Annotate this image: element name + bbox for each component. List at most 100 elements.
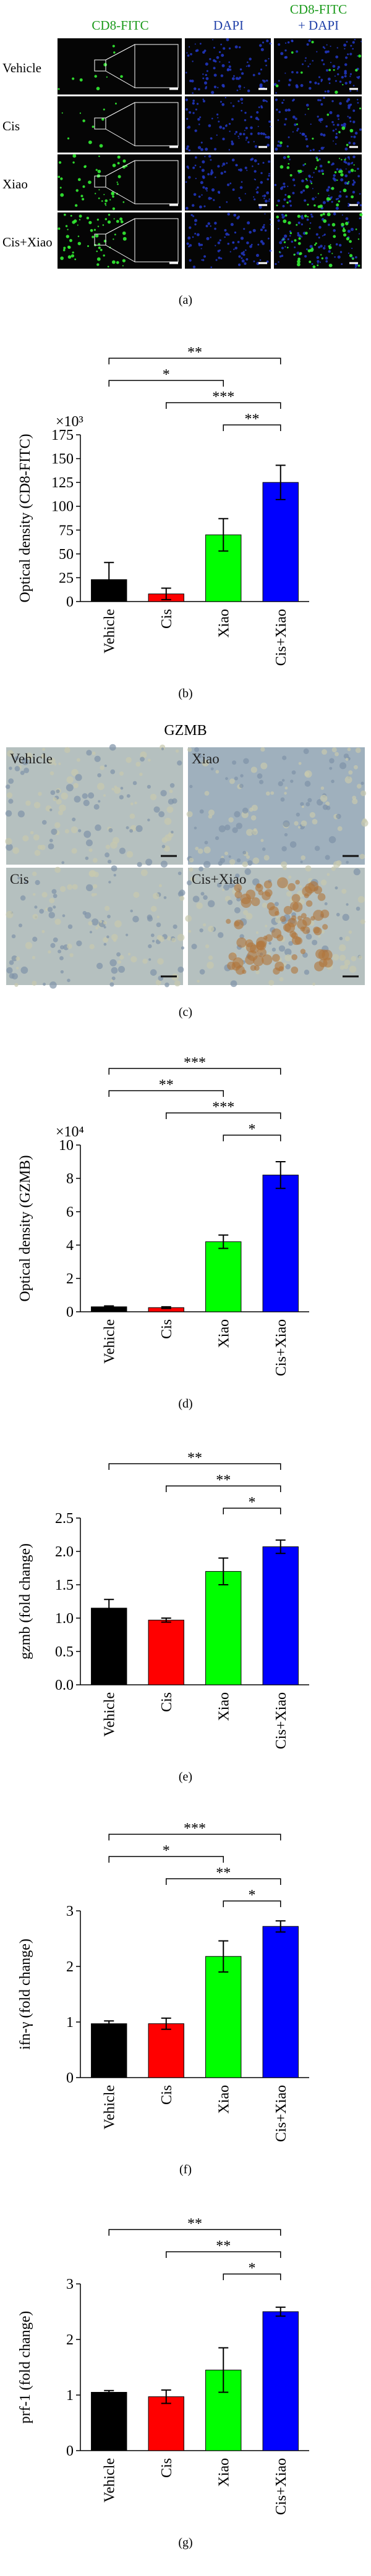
nucleus (287, 185, 289, 187)
nucleus (231, 142, 234, 146)
cd8-cell (304, 163, 306, 165)
cd8-cell (355, 69, 358, 72)
nucleus (311, 176, 313, 178)
cell (203, 895, 208, 900)
cell (17, 810, 25, 818)
cell (191, 944, 197, 950)
nucleus (239, 199, 242, 201)
cd8-cell (315, 167, 317, 170)
y-tick-label: 150 (51, 451, 74, 468)
nucleus (263, 80, 266, 83)
cell (218, 861, 223, 866)
error-bar (275, 2306, 286, 2317)
nucleus (306, 218, 309, 221)
nucleus (210, 266, 213, 269)
cell (49, 838, 53, 842)
cd8-cell (70, 214, 72, 217)
nucleus (187, 54, 190, 57)
nucleus (254, 159, 257, 162)
cd8-cell (103, 193, 105, 195)
micrograph (58, 38, 182, 94)
nucleus (200, 141, 203, 144)
nucleus (205, 62, 208, 66)
cd8-cell (117, 175, 121, 178)
cell (145, 858, 153, 866)
nucleus (239, 168, 243, 172)
nucleus (186, 147, 189, 150)
cd8-cell (288, 221, 291, 225)
cell (262, 847, 266, 851)
nucleus (348, 252, 350, 254)
y-multiplier: ×10⁴ (56, 1124, 84, 1140)
cell (69, 953, 74, 957)
nucleus (269, 42, 271, 45)
nucleus (344, 174, 348, 178)
cell (30, 831, 34, 835)
nucleus (335, 198, 338, 201)
zoom-inset (134, 160, 179, 204)
nucleus (335, 128, 337, 130)
cd8-cell (88, 220, 92, 224)
nucleus (275, 98, 278, 101)
gzmb-stain (236, 937, 247, 948)
cell (260, 762, 268, 770)
cell (75, 774, 82, 781)
cell (177, 760, 182, 766)
cell (228, 883, 234, 889)
nucleus (229, 251, 231, 253)
gzmb-stain (300, 949, 306, 954)
gzmb-stain (256, 940, 267, 950)
cd8-cell (122, 265, 124, 267)
nucleus (233, 248, 235, 250)
image-label: Cis+Xiao (192, 871, 246, 887)
cd8-cell (338, 170, 341, 174)
error-bar (104, 2389, 114, 2395)
cell (304, 770, 312, 778)
y-tick-label: 0 (66, 2443, 74, 2459)
nucleus (228, 123, 231, 125)
x-tick-label: Cis+Xiao (273, 1319, 289, 1376)
nucleus (222, 162, 226, 166)
cell (32, 955, 36, 960)
panel-label: (g) (178, 2536, 192, 2549)
nucleus (217, 165, 220, 168)
cell (74, 795, 81, 803)
nucleus (283, 185, 286, 188)
cell (91, 892, 95, 897)
nucleus (260, 240, 263, 243)
column-header: CD8-FITC (92, 18, 148, 33)
y-tick-label: 1.0 (55, 1611, 74, 1627)
nucleus (291, 240, 294, 243)
nucleus (292, 178, 296, 182)
nucleus (267, 178, 270, 181)
cell (223, 884, 230, 891)
cell (177, 871, 182, 876)
nucleus (306, 145, 309, 148)
significance-label: * (249, 1495, 256, 1511)
cell (204, 841, 208, 845)
cell (98, 800, 101, 803)
cell (303, 748, 309, 754)
nucleus (347, 53, 349, 56)
bar (148, 2396, 184, 2451)
nucleus (351, 162, 353, 165)
nucleus (241, 102, 243, 104)
nucleus (194, 43, 196, 45)
nucleus (328, 224, 330, 226)
cell (268, 980, 275, 986)
cd8-cell (58, 175, 61, 178)
cd8-cell (291, 51, 294, 54)
nucleus (287, 41, 290, 44)
gzmb-stain (322, 949, 333, 961)
nucleus (210, 225, 211, 227)
cd8-cell (312, 137, 314, 140)
significance-bracket (166, 402, 281, 409)
cell (59, 945, 64, 950)
cd8-cell (75, 189, 79, 192)
nucleus (244, 262, 247, 266)
cd8-cell (67, 229, 69, 230)
cd8-cell (307, 216, 309, 218)
nucleus (202, 259, 205, 261)
nucleus (198, 205, 202, 209)
cell (53, 894, 58, 899)
